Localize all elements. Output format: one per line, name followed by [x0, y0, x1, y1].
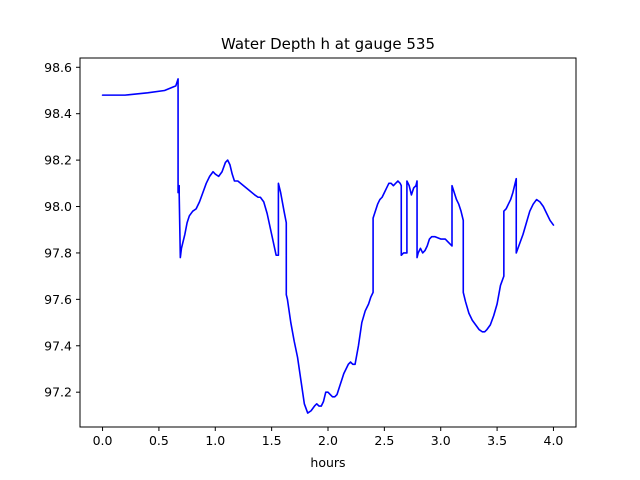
x-tick-label: 1.0 [205, 433, 225, 448]
x-axis-ticks: 0.0 0.5 1.0 1.5 2.0 2.5 3.0 3.5 4.0 [93, 427, 564, 448]
x-tick-label: 1.5 [262, 433, 282, 448]
x-tick-label: 0.5 [149, 433, 169, 448]
y-tick-label: 98.2 [44, 153, 72, 168]
x-tick-label: 3.0 [431, 433, 451, 448]
x-tick-label: 0.0 [93, 433, 113, 448]
y-tick-label: 98.4 [44, 106, 72, 121]
series-line [101, 78, 555, 414]
series-layer [101, 78, 555, 414]
chart-title: Water Depth h at gauge 535 [221, 35, 435, 53]
y-tick-label: 97.2 [44, 385, 72, 400]
y-tick-label: 98.0 [44, 199, 72, 214]
x-tick-label: 3.5 [487, 433, 507, 448]
y-axis-ticks: 97.2 97.4 97.6 97.8 98.0 98.2 98.4 98.6 [44, 60, 80, 400]
x-tick-label: 2.0 [318, 433, 338, 448]
plot-frame [79, 57, 577, 428]
y-tick-label: 98.6 [44, 60, 72, 75]
x-axis-label: hours [310, 455, 345, 470]
x-tick-label: 2.5 [374, 433, 394, 448]
y-tick-label: 97.8 [44, 245, 72, 260]
y-tick-label: 97.4 [44, 338, 72, 353]
x-tick-label: 4.0 [544, 433, 564, 448]
y-tick-label: 97.6 [44, 292, 72, 307]
